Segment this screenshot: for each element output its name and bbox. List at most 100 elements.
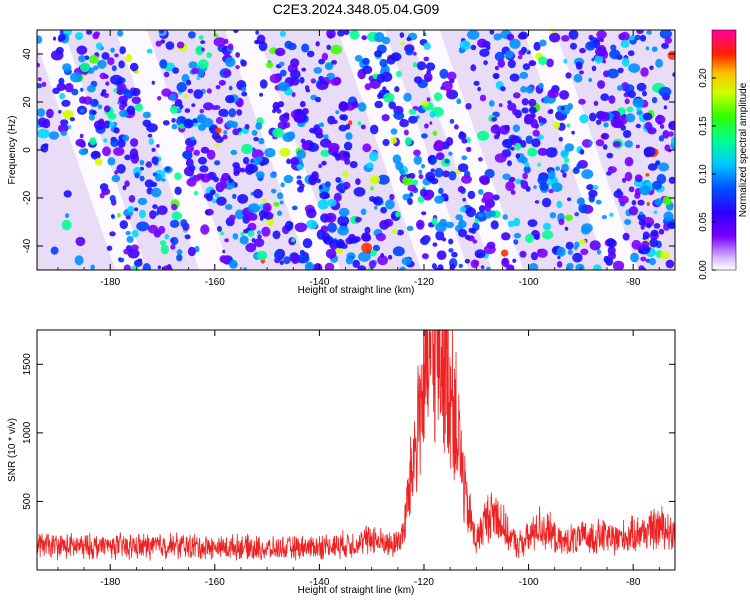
heatmap-cell — [650, 229, 659, 237]
heatmap-cell — [124, 154, 131, 161]
heatmap-cell — [651, 46, 658, 52]
heatmap-cell — [361, 232, 371, 242]
heatmap-cell — [61, 99, 71, 107]
heatmap-cell — [229, 259, 238, 269]
heatmap-cell — [151, 156, 159, 165]
heatmap-cell — [470, 64, 477, 72]
heatmap-cell — [37, 62, 41, 68]
heatmap-cell — [651, 96, 658, 104]
heatmap-cell — [320, 138, 332, 148]
heatmap-cell — [484, 209, 493, 219]
heatmap-cell — [301, 67, 307, 72]
heatmap-cell — [128, 195, 136, 203]
heatmap-cell — [588, 140, 593, 146]
heatmap-cell — [659, 30, 672, 39]
heatmap-cell — [494, 153, 507, 163]
heatmap-cell — [444, 159, 450, 164]
heatmap-cell — [579, 239, 587, 245]
heatmap-cell — [405, 48, 414, 56]
figure-title: C2E3.2024.348.05.04.G09 — [273, 1, 440, 17]
heatmap-cell — [192, 118, 199, 124]
heatmap-cell — [451, 251, 458, 258]
heatmap-cell — [91, 110, 97, 116]
heatmap-cell — [163, 71, 170, 78]
heatmap-cell — [448, 248, 454, 253]
heatmap-cell — [246, 164, 258, 174]
heatmap-cell — [528, 263, 539, 270]
heatmap-cell — [111, 65, 117, 72]
colorbar-tick-label: 0.00 — [698, 260, 709, 280]
heatmap-cell — [335, 110, 340, 115]
heatmap-cell — [607, 166, 617, 174]
heatmap-cell — [192, 174, 201, 182]
heatmap-cell — [420, 163, 426, 169]
heatmap-cell — [622, 130, 632, 138]
heatmap-cell — [434, 167, 444, 178]
heatmap-cell — [200, 146, 210, 154]
heatmap-cell — [664, 37, 673, 44]
heatmap-y-tick-label: 20 — [22, 96, 33, 108]
colorbar: 0.00 0.05 0.10 0.15 0.20 Normalized spectral… — [698, 29, 749, 280]
heatmap-cell — [392, 154, 402, 164]
heatmap-cell — [290, 77, 300, 86]
heatmap-cell — [42, 118, 51, 129]
heatmap-cell — [399, 32, 405, 38]
heatmap-cell — [478, 189, 484, 195]
heatmap-cell — [534, 200, 540, 204]
heatmap-cell — [512, 258, 517, 263]
heatmap-cell — [658, 86, 672, 97]
heatmap-cell — [255, 30, 259, 35]
heatmap-cell — [176, 249, 183, 256]
heatmap-cell — [594, 54, 603, 64]
heatmap-cell — [109, 122, 115, 128]
heatmap-cell — [430, 168, 435, 173]
heatmap-cell — [101, 188, 111, 196]
heatmap-cell — [113, 88, 118, 93]
heatmap-cell — [488, 100, 495, 107]
heatmap-cell — [114, 53, 119, 58]
heatmap-cell — [556, 246, 566, 257]
heatmap-cell — [676, 154, 681, 160]
heatmap-cell — [64, 82, 74, 93]
heatmap-cell — [635, 144, 640, 149]
heatmap-cell — [58, 123, 69, 133]
heatmap-cell — [241, 91, 248, 97]
heatmap-cell — [449, 118, 455, 124]
heatmap-cell — [653, 210, 658, 215]
heatmap-cell — [183, 150, 193, 160]
heatmap-cell — [578, 98, 586, 105]
heatmap-cell — [394, 86, 400, 93]
heatmap-cell — [612, 141, 622, 148]
heatmap-cell — [151, 147, 156, 152]
heatmap-cell — [585, 41, 596, 51]
snr-y-tick-label: 1500 — [22, 353, 33, 376]
heatmap-cell — [518, 31, 529, 40]
heatmap-cell — [690, 220, 695, 224]
heatmap-cell — [386, 56, 396, 65]
heatmap-cell — [423, 72, 433, 83]
heatmap-cell — [537, 248, 548, 258]
colorbar-tick-label: 0.10 — [698, 164, 709, 184]
snr-x-tick-label: -80 — [626, 577, 641, 588]
heatmap-cell — [283, 174, 294, 184]
heatmap-cell — [466, 30, 480, 40]
heatmap-cell — [146, 48, 153, 54]
heatmap-cell — [457, 186, 465, 193]
heatmap-cell — [545, 147, 558, 158]
heatmap-cell — [253, 188, 263, 199]
heatmap-cell — [507, 265, 511, 269]
heatmap-cell — [257, 234, 262, 239]
heatmap-cell — [596, 119, 602, 125]
heatmap-cell — [284, 220, 294, 231]
heatmap-cell — [621, 57, 630, 67]
heatmap-cell — [132, 87, 141, 97]
heatmap-cell — [610, 44, 617, 51]
heatmap-cell — [564, 214, 573, 221]
heatmap-cell — [396, 70, 402, 78]
heatmap-cell — [636, 30, 644, 34]
heatmap-cell — [477, 38, 488, 48]
heatmap-cell — [361, 35, 368, 41]
heatmap-cell — [226, 120, 235, 128]
heatmap-cell — [413, 155, 422, 165]
heatmap-cell — [449, 78, 455, 84]
